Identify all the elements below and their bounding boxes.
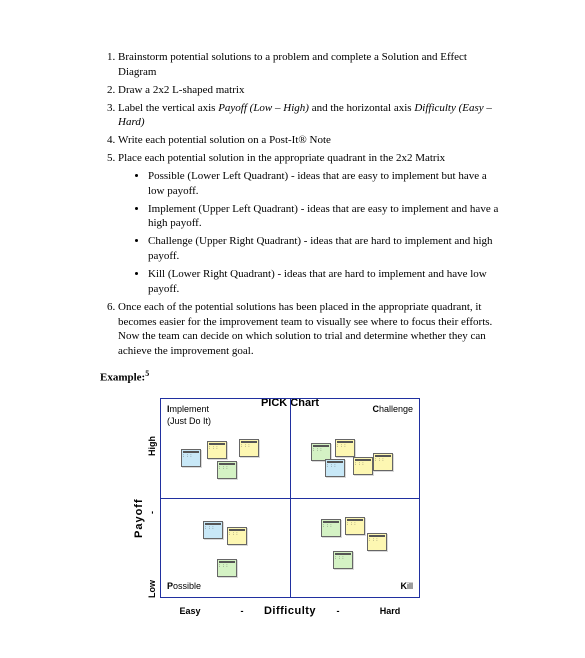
postit-note: : : : [325, 459, 345, 477]
x-easy: Easy [160, 605, 220, 617]
step-em: Payoff (Low – High) [218, 102, 309, 114]
quadrant-kill: Kill [401, 580, 414, 592]
y-axis: High - Payoff Low [132, 398, 156, 610]
sub-item: Possible (Lower Left Quadrant) - ideas t… [148, 169, 505, 199]
x-hard: Hard [360, 605, 420, 617]
step-mid: and the horizontal axis [309, 102, 414, 114]
postit-note: : : : [181, 449, 201, 467]
step-2: Draw a 2x2 L-shaped matrix [118, 83, 505, 98]
example-sup: 5 [145, 369, 149, 378]
step-3: Label the vertical axis Payoff (Low – Hi… [118, 101, 505, 131]
postit-note: : : : [207, 441, 227, 459]
step-5-sublist: Possible (Lower Left Quadrant) - ideas t… [118, 169, 505, 297]
qlabel-sub: (Just Do It) [167, 416, 211, 426]
qlabel-rest: ossible [173, 581, 201, 591]
step-4: Write each potential solution on a Post-… [118, 133, 505, 148]
example-text: Example: [100, 372, 145, 384]
postit-note: : : : [345, 517, 365, 535]
step-text: Place each potential solution in the app… [118, 152, 445, 164]
matrix: Implement (Just Do It) Challenge Possibl… [160, 398, 420, 598]
x-dash: - [232, 605, 252, 617]
step-text: Write each potential solution on a Post-… [118, 134, 331, 146]
x-label: Difficulty [264, 604, 316, 619]
quadrant-implement: Implement (Just Do It) [167, 403, 211, 427]
y-low: Low [146, 580, 158, 598]
postit-note: : : : [353, 457, 373, 475]
qlabel-rest: ill [407, 581, 413, 591]
postit-note: : : : [239, 439, 259, 457]
postit-note: : : : [217, 461, 237, 479]
postit-note: : : : [203, 521, 223, 539]
pick-chart: PICK Chart High - Payoff Low Implement (… [160, 398, 460, 619]
matrix-hline [161, 498, 419, 499]
step-1: Brainstorm potential solutions to a prob… [118, 50, 505, 80]
qlabel-rest: mplement [170, 404, 210, 414]
postit-note: : : : [335, 439, 355, 457]
steps-list: Brainstorm potential solutions to a prob… [100, 50, 505, 359]
sub-item: Implement (Upper Left Quadrant) - ideas … [148, 202, 505, 232]
postit-note: : : : [321, 519, 341, 537]
quadrant-challenge: Challenge [372, 403, 413, 415]
sub-item: Kill (Lower Right Quadrant) - ideas that… [148, 267, 505, 297]
step-text: Once each of the potential solutions has… [118, 301, 492, 358]
y-high: High [146, 436, 158, 456]
quadrant-possible: Possible [167, 580, 201, 592]
postit-note: : : : [367, 533, 387, 551]
postit-note: : : : [227, 527, 247, 545]
step-prefix: Label the vertical axis [118, 102, 218, 114]
step-6: Once each of the potential solutions has… [118, 300, 505, 359]
postit-note: : : : [217, 559, 237, 577]
step-5: Place each potential solution in the app… [118, 151, 505, 297]
x-dash: - [328, 605, 348, 617]
step-text: Draw a 2x2 L-shaped matrix [118, 84, 244, 96]
example-label: Example:5 [100, 369, 505, 386]
postit-note: : : : [333, 551, 353, 569]
y-dash: - [146, 511, 158, 514]
qlabel-rest: hallenge [379, 404, 413, 414]
y-label: Payoff [132, 498, 147, 538]
sub-item: Challenge (Upper Right Quadrant) - ideas… [148, 234, 505, 264]
postit-note: : : : [373, 453, 393, 471]
x-axis: Easy - Difficulty - Hard [160, 604, 420, 619]
step-text: Brainstorm potential solutions to a prob… [118, 51, 467, 78]
